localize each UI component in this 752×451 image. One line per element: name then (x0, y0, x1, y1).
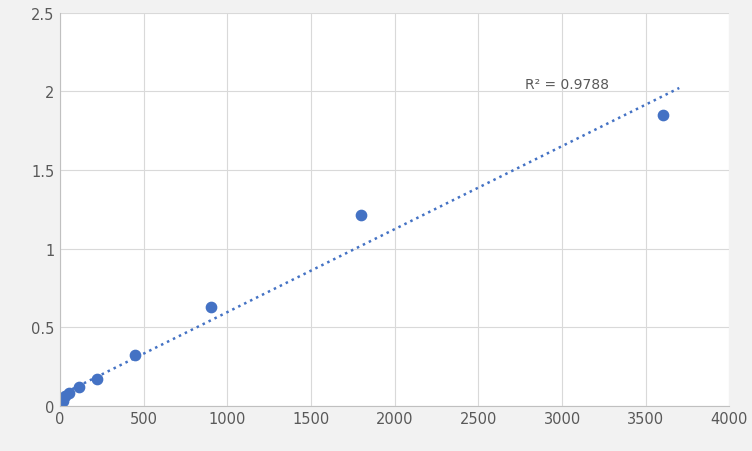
Point (59, 393, 71, 400)
Point (54, 402, 66, 410)
Point (63, 390, 75, 397)
Point (205, 304, 217, 311)
Point (355, 212, 367, 220)
Point (91, 376, 103, 383)
Point (56, 398, 68, 405)
Point (72, 383, 84, 391)
Text: R² = 0.9788: R² = 0.9788 (526, 78, 609, 92)
Point (656, 112, 669, 119)
Point (129, 352, 141, 359)
